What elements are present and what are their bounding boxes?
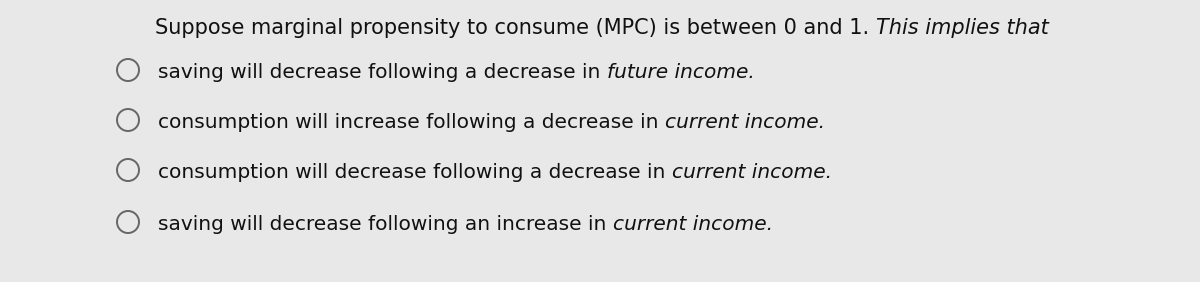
Text: consumption will decrease following a decrease in: consumption will decrease following a de… [158,163,672,182]
Text: current income.: current income. [672,163,832,182]
Text: saving will decrease following a decrease in: saving will decrease following a decreas… [158,63,607,82]
Text: consumption will increase following a decrease in: consumption will increase following a de… [158,113,665,133]
Text: future income.: future income. [607,63,755,82]
Text: Suppose marginal propensity to consume (MPC) is between 0 and 1.: Suppose marginal propensity to consume (… [155,18,876,38]
Text: current income.: current income. [613,215,773,234]
Text: saving will decrease following an increase in: saving will decrease following an increa… [158,215,613,234]
Text: This implies that: This implies that [876,18,1049,38]
Text: current income.: current income. [665,113,824,133]
